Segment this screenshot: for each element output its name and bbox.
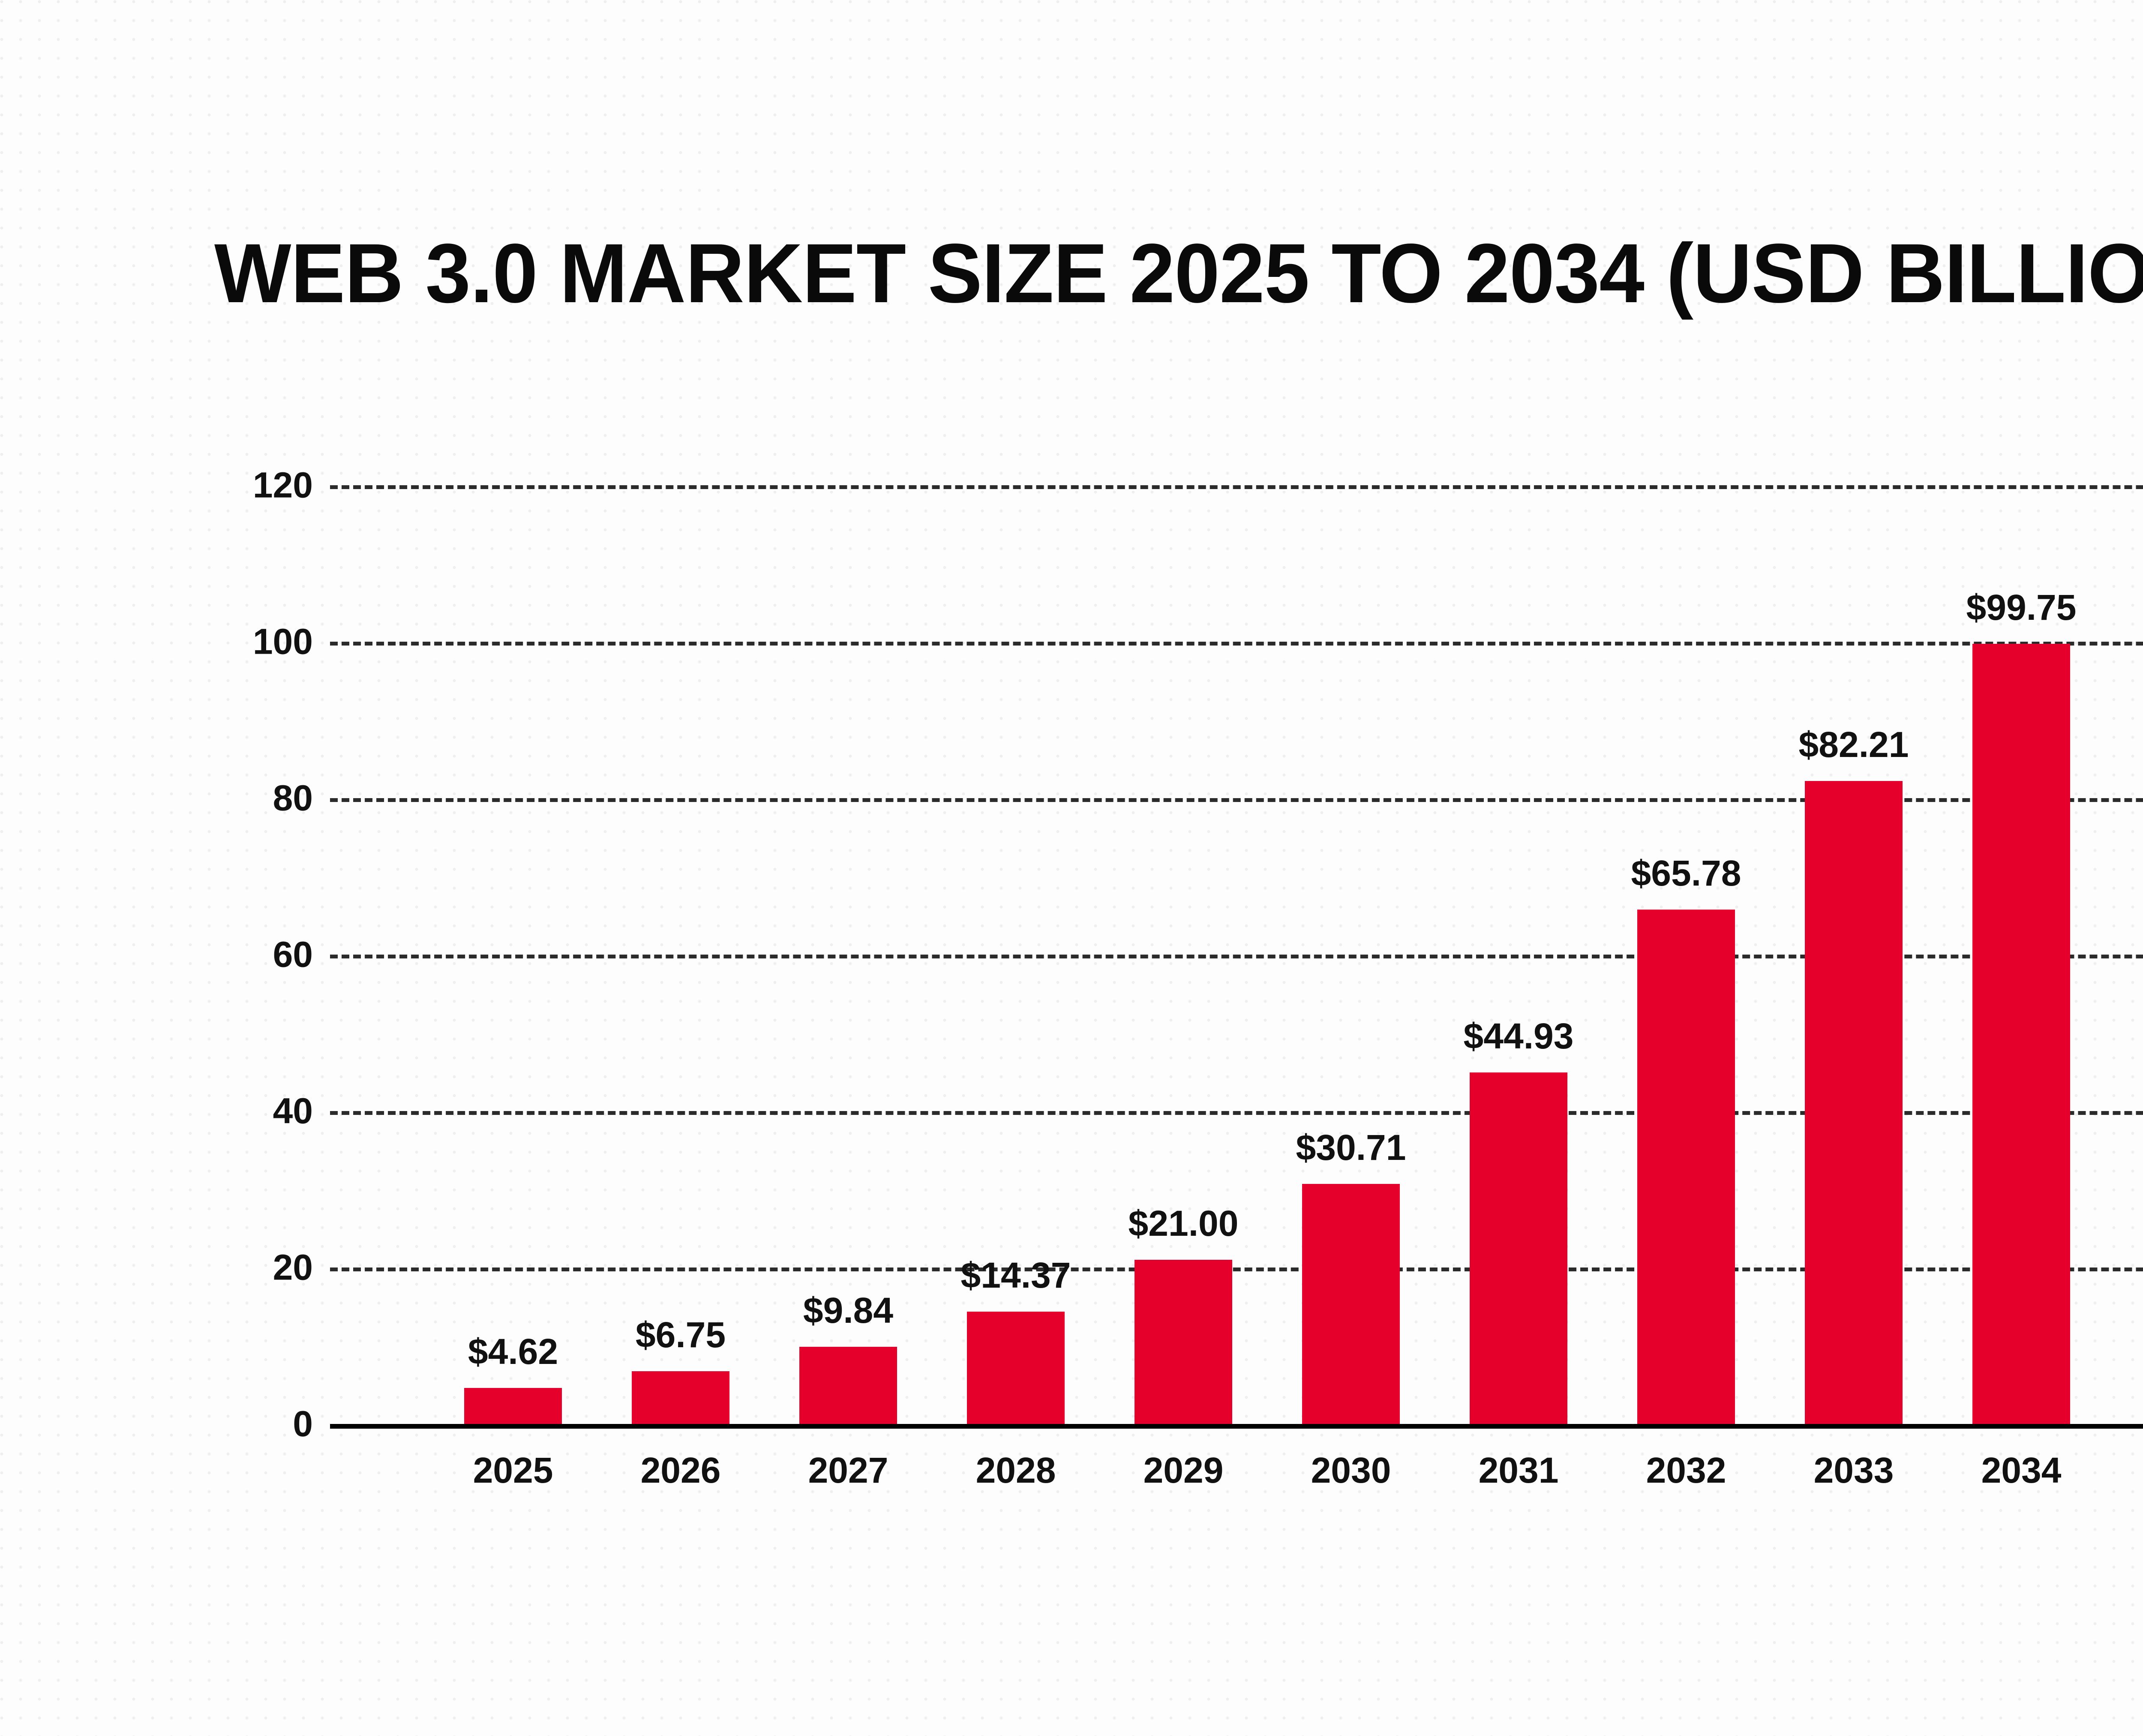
y-axis-tick-label: 60 bbox=[273, 934, 313, 975]
x-axis-tick-label: 2031 bbox=[1478, 1450, 1559, 1490]
gridline bbox=[330, 1111, 2143, 1115]
gridline bbox=[330, 955, 2143, 958]
bar-value-label: $44.93 bbox=[1463, 1016, 1574, 1057]
bar[interactable] bbox=[1470, 1072, 1567, 1424]
page-title: WEB 3.0 MARKET SIZE 2025 TO 2034 (USD BI… bbox=[214, 226, 2143, 320]
bar[interactable] bbox=[967, 1311, 1065, 1424]
bar-value-label: $99.75 bbox=[1966, 587, 2077, 628]
bar-value-label: $82.21 bbox=[1798, 724, 1909, 765]
bar-group[interactable]: $99.75 bbox=[1966, 587, 2076, 1424]
y-axis-tick-label: 40 bbox=[273, 1090, 313, 1131]
gridline bbox=[330, 1267, 2143, 1271]
bar[interactable] bbox=[464, 1388, 562, 1424]
gridline bbox=[330, 485, 2143, 489]
bar[interactable] bbox=[1302, 1183, 1400, 1424]
plot-area bbox=[330, 485, 2143, 1424]
x-axis-tick-label: 2025 bbox=[473, 1450, 553, 1490]
bar-value-label: $65.78 bbox=[1631, 853, 1741, 893]
bar-group[interactable]: $82.21 bbox=[1799, 724, 1909, 1424]
bar[interactable] bbox=[1972, 643, 2070, 1424]
bar-value-label: $30.71 bbox=[1296, 1127, 1406, 1168]
x-axis-line bbox=[330, 1424, 2143, 1429]
bar-group[interactable]: $4.62 bbox=[464, 1112, 562, 1424]
bar-group[interactable]: $6.75 bbox=[632, 1112, 729, 1424]
gridline bbox=[330, 642, 2143, 646]
x-axis-tick-label: 2030 bbox=[1311, 1450, 1391, 1490]
y-axis-tick-label: 100 bbox=[252, 621, 313, 662]
bar-value-label: $6.75 bbox=[635, 1314, 726, 1355]
y-axis-tick-label: 20 bbox=[273, 1247, 313, 1288]
y-axis-tick-label: 120 bbox=[252, 465, 313, 505]
bar-value-label: $9.84 bbox=[803, 1290, 894, 1331]
x-axis-tick-label: 2029 bbox=[1143, 1450, 1224, 1490]
bar-value-label: $4.62 bbox=[468, 1331, 558, 1372]
x-axis-tick-label: 2032 bbox=[1646, 1450, 1726, 1490]
bar-group[interactable]: $44.93 bbox=[1464, 1016, 1573, 1424]
bar-group[interactable]: $30.71 bbox=[1296, 1112, 1406, 1424]
bar[interactable] bbox=[632, 1371, 729, 1424]
bar[interactable] bbox=[1805, 781, 1903, 1424]
bar-value-label: $21.00 bbox=[1128, 1203, 1239, 1243]
y-axis-tick-label: 80 bbox=[273, 778, 313, 818]
y-axis-tick-label: 0 bbox=[293, 1403, 313, 1444]
x-axis-tick-label: 2027 bbox=[808, 1450, 888, 1490]
gridline bbox=[330, 798, 2143, 802]
bar-group[interactable]: $21.00 bbox=[1129, 1112, 1238, 1424]
x-axis-tick-label: 2033 bbox=[1813, 1450, 1894, 1490]
y-axis-tick-labels: 0 20 40 60 80 100 120 bbox=[167, 0, 313, 1736]
bar-group[interactable]: $65.78 bbox=[1631, 853, 1741, 1424]
bar[interactable] bbox=[1637, 909, 1735, 1424]
bar-group[interactable]: $9.84 bbox=[799, 1112, 897, 1424]
bar-value-label: $14.37 bbox=[960, 1255, 1071, 1295]
x-axis-tick-label: 2034 bbox=[1981, 1450, 2062, 1490]
bar[interactable] bbox=[799, 1347, 897, 1424]
bar-group[interactable]: $14.37 bbox=[961, 1112, 1071, 1424]
bar[interactable] bbox=[1135, 1259, 1232, 1424]
x-axis-tick-label: 2028 bbox=[975, 1450, 1056, 1490]
x-axis-tick-label: 2026 bbox=[640, 1450, 721, 1490]
